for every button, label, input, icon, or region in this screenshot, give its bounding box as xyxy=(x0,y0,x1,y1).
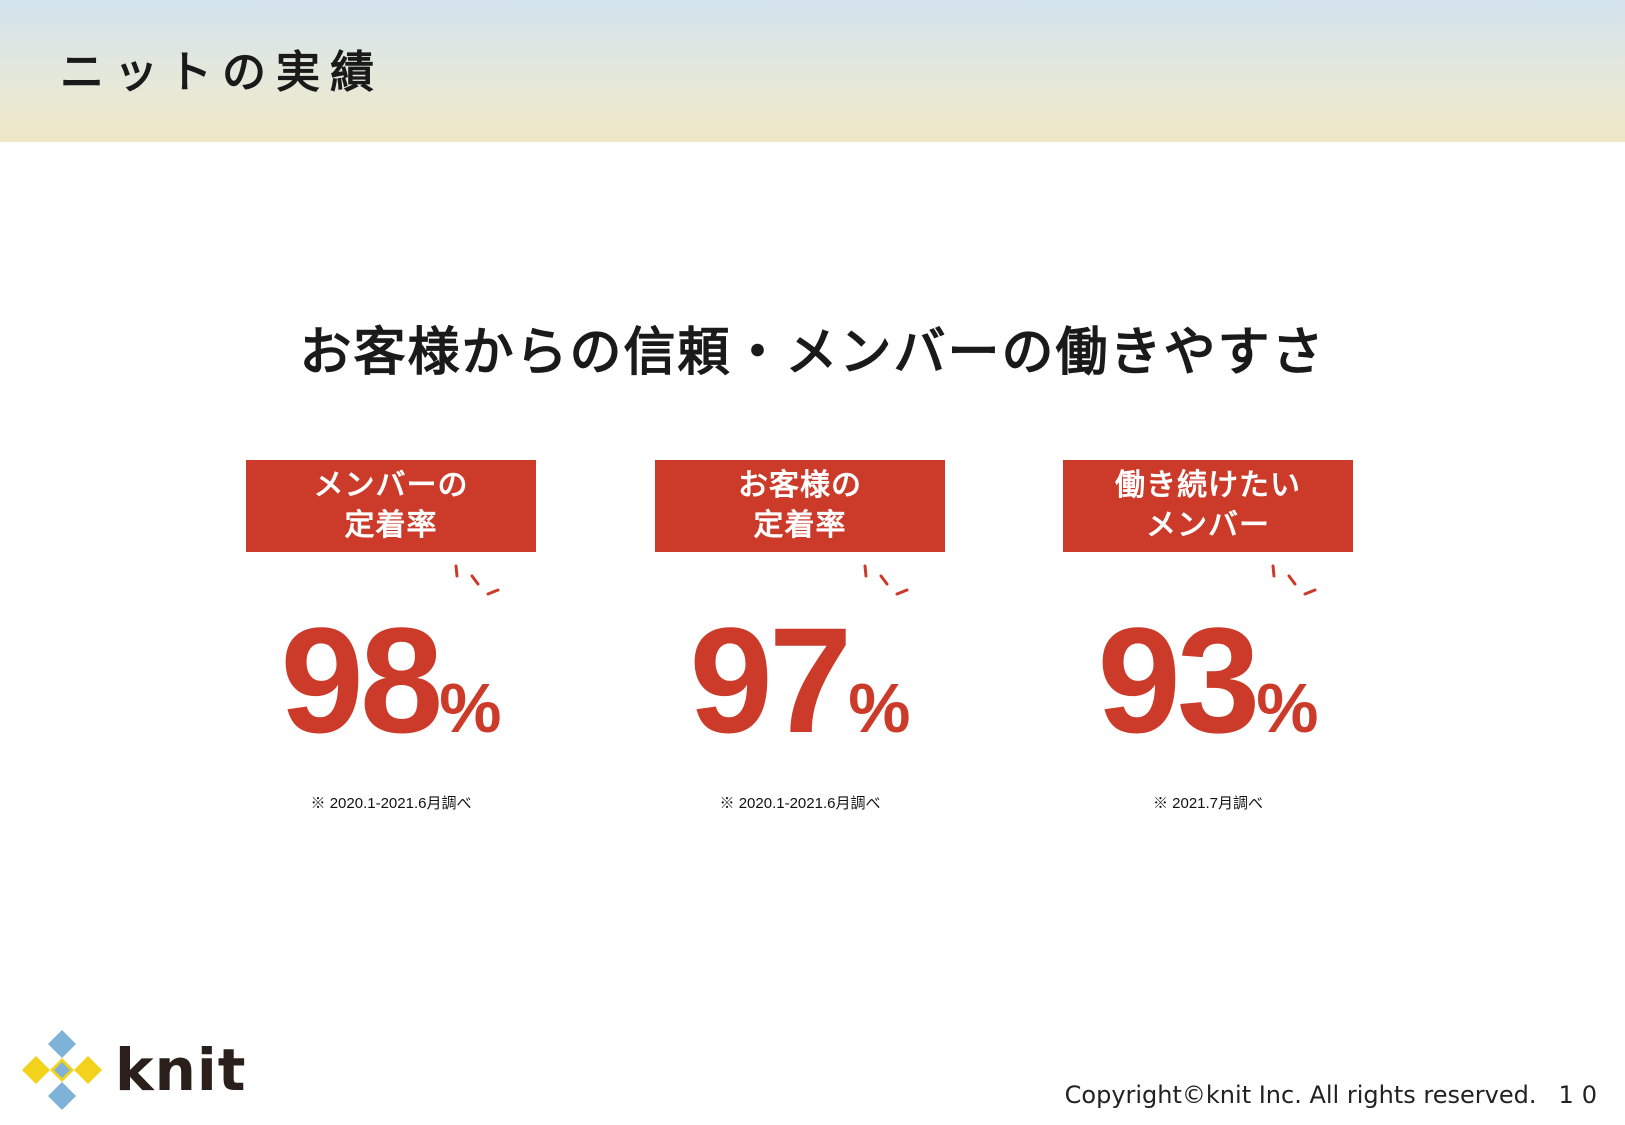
stat-label-box: メンバーの 定着率 xyxy=(246,460,536,552)
stat-card-customer-retention: お客様の 定着率 97% ※ 2020.1-2021.6月調べ xyxy=(655,460,945,812)
stat-note: ※ 2020.1-2021.6月調べ xyxy=(310,795,472,812)
stat-unit: % xyxy=(439,669,502,747)
brand-name: knit xyxy=(115,1036,247,1104)
emphasis-spark-icon xyxy=(863,564,909,596)
stat-number: 97 xyxy=(689,596,852,764)
page-title: ニットの実績 xyxy=(60,47,384,98)
stat-label-box: お客様の 定着率 xyxy=(655,460,945,552)
stat-number: 93 xyxy=(1097,596,1260,764)
stat-label-box: 働き続けたい メンバー xyxy=(1063,460,1353,552)
knit-logo-icon xyxy=(22,1030,102,1110)
copyright-text: Copyright©knit Inc. All rights reserved. xyxy=(1064,1081,1537,1109)
footer: Copyright©knit Inc. All rights reserved.… xyxy=(1065,1081,1605,1109)
stat-number: 98 xyxy=(280,596,443,764)
stat-card-want-to-keep-working: 働き続けたい メンバー 93% ※ 2021.7月調べ xyxy=(1063,460,1353,812)
stat-note: ※ 2020.1-2021.6月調べ xyxy=(719,795,881,812)
stat-unit: % xyxy=(1256,669,1319,747)
headline: お客様からの信頼・メンバーの働きやすさ xyxy=(299,323,1326,383)
header-band xyxy=(0,0,1625,142)
stat-note: ※ 2021.7月調べ xyxy=(1152,795,1264,812)
stat-value: 98% xyxy=(246,605,536,755)
stat-card-member-retention: メンバーの 定着率 98% ※ 2020.1-2021.6月調べ xyxy=(246,460,536,812)
stat-value: 97% xyxy=(655,605,945,755)
stat-label: お客様の 定着率 xyxy=(738,468,862,543)
stat-label: メンバーの 定着率 xyxy=(313,468,469,543)
stat-label: 働き続けたい メンバー xyxy=(1115,468,1301,543)
stat-unit: % xyxy=(848,669,911,747)
emphasis-spark-icon xyxy=(1271,564,1317,596)
stat-value: 93% xyxy=(1063,605,1353,755)
page-number: 10 xyxy=(1558,1081,1605,1109)
emphasis-spark-icon xyxy=(454,564,500,596)
